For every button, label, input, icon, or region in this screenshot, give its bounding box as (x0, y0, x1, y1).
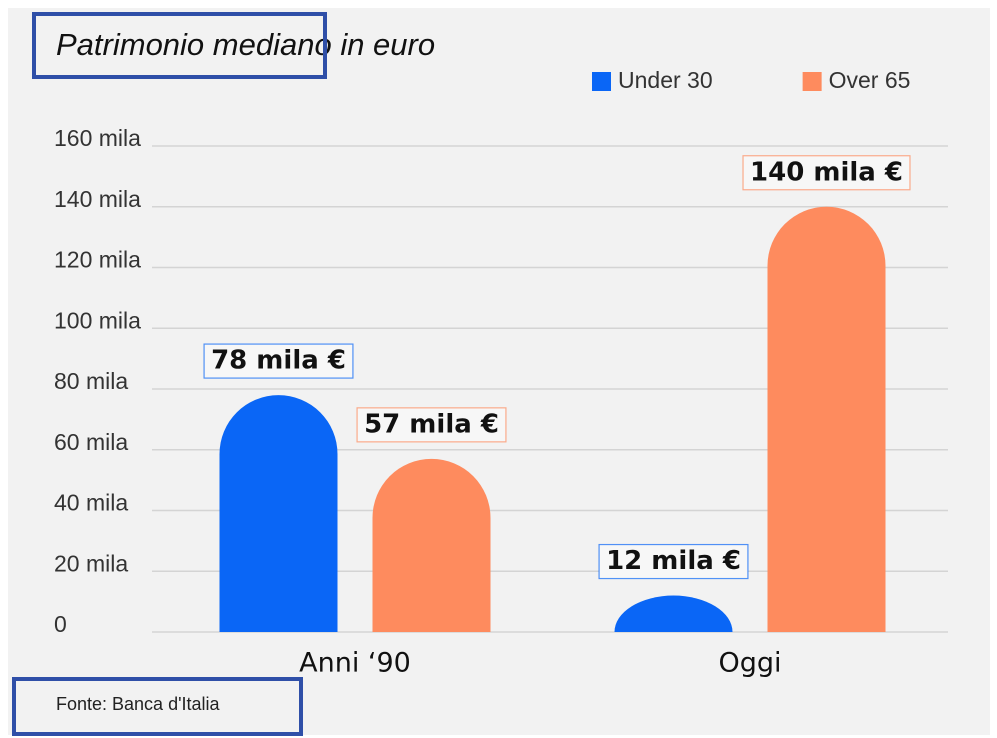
y-tick-label: 120 mila (54, 247, 141, 273)
y-tick-label: 140 mila (54, 186, 141, 212)
data-label: 57 mila € (364, 409, 499, 439)
y-tick-label: 100 mila (54, 307, 141, 333)
y-tick-label: 160 mila (54, 125, 141, 151)
data-label-box (598, 543, 749, 580)
data-label: 140 mila € (750, 157, 903, 187)
bar (614, 595, 733, 632)
x-tick-label: Oggi (718, 648, 781, 679)
y-tick-label: 20 mila (54, 550, 128, 576)
highlight-box (32, 12, 327, 79)
bar (219, 395, 338, 632)
data-label: 78 mila € (211, 346, 346, 376)
highlight-box (12, 677, 303, 736)
legend-swatch (802, 72, 822, 91)
data-label-box (203, 343, 354, 379)
legend-label: Over 65 (829, 67, 911, 93)
data-label-box (356, 407, 507, 443)
chart-title: Patrimonio mediano in euro (56, 27, 435, 62)
y-tick-label: 60 mila (54, 429, 128, 455)
y-tick-label: 80 mila (54, 368, 128, 394)
bar (767, 206, 886, 632)
legend-swatch (592, 72, 611, 91)
source: Fonte: Banca d'Italia (56, 694, 221, 714)
data-label-box (742, 155, 911, 191)
data-label: 12 mila € (606, 546, 741, 576)
y-tick-label: 0 (54, 611, 67, 637)
legend-label: Under 30 (618, 67, 713, 93)
x-tick-label: Anni ‘90 (299, 648, 411, 679)
y-tick-label: 40 mila (54, 490, 128, 516)
bar (372, 458, 491, 632)
